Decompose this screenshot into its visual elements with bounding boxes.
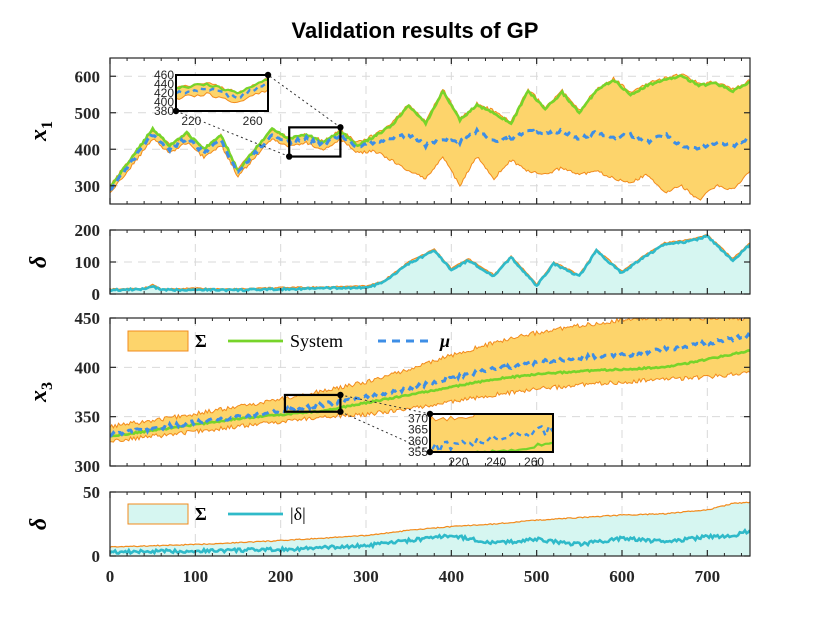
connector-dot (286, 153, 293, 160)
mu-line (110, 332, 750, 438)
inset-connector-line (340, 411, 431, 453)
series-group (110, 318, 750, 443)
sigma-band (110, 318, 750, 443)
sigma-band (110, 234, 750, 294)
connector-dot (172, 107, 180, 115)
panel-x1: 300 400 500 600 x1 (26, 57, 751, 205)
x-tick-label: 200 (268, 567, 294, 586)
inset-x-tick-label: 260 (524, 455, 544, 469)
connector-dot (337, 124, 344, 131)
sigma-edge-line (110, 501, 750, 549)
inset-x-tick-label: 240 (486, 455, 506, 469)
inset-sigma-band (430, 414, 553, 452)
y-tick-label: 300 (75, 177, 101, 196)
inset-y-tick-label: 420 (154, 86, 174, 100)
inset-y-tick-label: 365 (408, 423, 428, 437)
inset-series (430, 414, 553, 452)
x-tick-label: 600 (609, 567, 635, 586)
x-tick-label: 100 (183, 567, 209, 586)
x-tick-label: 400 (439, 567, 465, 586)
y-axis-label: δ (26, 256, 52, 268)
zoom-rectangle (288, 126, 342, 158)
axes-frame (109, 57, 751, 205)
y-tick-label: 100 (75, 253, 101, 272)
legend-label-delta: |δ| (290, 504, 306, 524)
inset-x-tick-label: 220 (181, 114, 201, 128)
legend-label-sigma: Σ (195, 504, 207, 524)
y-axis-label-subscript: 3 (39, 382, 56, 390)
legend-label-sigma: Σ (195, 331, 207, 351)
series-group (110, 73, 750, 201)
connector-dot (426, 410, 434, 418)
y-tick-label: 0 (92, 285, 101, 304)
delta-line (110, 233, 750, 293)
y-axis-label: δ (26, 518, 52, 530)
mu-line (110, 126, 750, 192)
system-line (110, 349, 750, 438)
connector-dot (264, 71, 272, 79)
legend-delta3: Σ |δ| (127, 503, 306, 525)
x-tick-label: 0 (106, 567, 115, 586)
y-tick-label: 300 (75, 457, 101, 476)
axes-frame (109, 317, 751, 467)
y-tick-label: 600 (75, 67, 101, 86)
y-tick-label: 500 (75, 104, 101, 123)
y-tick-label: 400 (75, 140, 101, 159)
inset-mu-line (430, 423, 553, 452)
inset-series (176, 77, 268, 104)
inset-connector-line (175, 110, 290, 158)
connector-dot (426, 448, 434, 456)
inset-system-line (465, 441, 553, 452)
inset-x-tick-label: 220 (448, 455, 468, 469)
y-tick-label: 50 (83, 483, 100, 502)
y-axis-label: x3 (26, 382, 56, 403)
legend-swatch-sigma (127, 503, 189, 525)
series-group (110, 501, 750, 556)
panel-delta3: 0 50 δ (26, 483, 751, 566)
legend-x3: Σ System μ (127, 330, 450, 352)
inset-y-tick-label: 440 (154, 77, 174, 91)
inset-system-line (176, 78, 268, 95)
y-tick-label: 450 (75, 309, 101, 328)
inset-connector-line (267, 74, 341, 128)
zoom-rectangle (283, 393, 342, 413)
legend-label-system: System (290, 331, 343, 351)
y-tick-label: 400 (75, 358, 101, 377)
inset-y-tick-label: 400 (154, 95, 174, 109)
system-line (110, 74, 750, 188)
y-tick-label: 350 (75, 408, 101, 427)
legend-swatch-sigma (127, 330, 189, 352)
x-tick-label: 300 (353, 567, 379, 586)
inset-frame (175, 74, 269, 112)
connector-dot (337, 391, 344, 399)
inset-mu-line (176, 82, 268, 100)
inset-frame (429, 413, 554, 453)
y-tick-label: 0 (92, 547, 101, 566)
connector-dot (337, 408, 344, 415)
inset-y-tick-label: 370 (408, 411, 428, 425)
inset-x-tick-label: 260 (243, 114, 263, 128)
inset-y-tick-label: 360 (408, 434, 428, 448)
chart-title: Validation results of GP (292, 18, 539, 43)
series-group (110, 233, 750, 294)
plot-area: 300 400 500 600 x1 0 100 200 δ 300 350 400 450 x3 0 50 δ… (26, 57, 751, 586)
inset-connector-line (340, 394, 431, 415)
y-tick-label: 200 (75, 221, 101, 240)
inset-y-tick-label: 380 (154, 104, 174, 118)
axes-frame (109, 491, 751, 557)
x-tick-label: 500 (524, 567, 550, 586)
y-axis-label: x1 (26, 121, 56, 142)
y-axis-label-subscript: 1 (39, 121, 56, 129)
panel-delta1: 0 100 200 δ (26, 221, 751, 304)
inset-y-tick-label: 460 (154, 68, 174, 82)
legend-label-mu: μ (439, 331, 450, 351)
delta-line (110, 527, 750, 556)
x-tick-label: 700 (695, 567, 721, 586)
